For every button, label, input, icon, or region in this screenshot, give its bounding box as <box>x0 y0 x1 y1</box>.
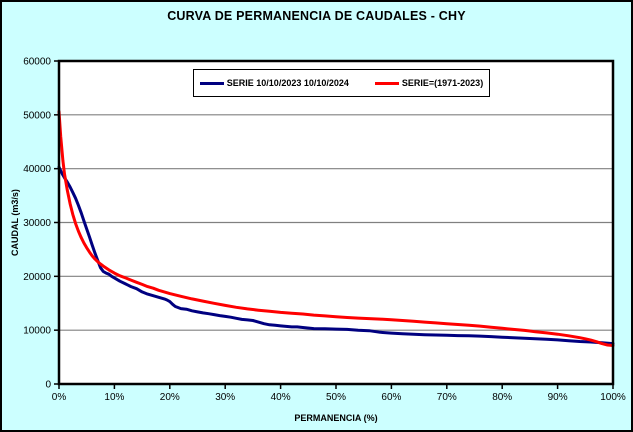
svg-text:30000: 30000 <box>23 218 51 229</box>
svg-text:50000: 50000 <box>23 110 51 121</box>
svg-text:40000: 40000 <box>23 164 51 175</box>
svg-text:40%: 40% <box>271 392 291 403</box>
blue-line-swatch-icon <box>199 81 224 85</box>
svg-text:70%: 70% <box>437 392 457 403</box>
svg-text:20000: 20000 <box>23 272 51 283</box>
legend-label: SERIE 10/10/2023 10/10/2024 <box>226 78 349 88</box>
x-axis-title: PERMANENCIA (%) <box>294 413 378 423</box>
svg-text:30%: 30% <box>215 392 235 403</box>
svg-text:60000: 60000 <box>23 57 51 68</box>
svg-text:50%: 50% <box>326 392 346 403</box>
legend: SERIE 10/10/2023 10/10/2024 SERIE=(1971-… <box>193 69 490 97</box>
svg-text:60%: 60% <box>381 392 401 403</box>
legend-item-serie-1971-2023: SERIE=(1971-2023) <box>374 78 484 88</box>
svg-text:10000: 10000 <box>23 326 51 337</box>
svg-text:0%: 0% <box>52 392 67 403</box>
svg-text:0: 0 <box>45 380 51 391</box>
svg-text:10%: 10% <box>104 392 124 403</box>
svg-text:20%: 20% <box>160 392 180 403</box>
svg-text:100%: 100% <box>600 392 626 403</box>
y-axis-title: CAUDAL (m3/s) <box>10 189 20 256</box>
legend-item-serie-2023-2024: SERIE 10/10/2023 10/10/2024 <box>199 78 349 88</box>
red-line-swatch-icon <box>374 81 399 85</box>
svg-text:90%: 90% <box>548 392 568 403</box>
chart-title: CURVA DE PERMANENCIA DE CAUDALES - CHY <box>167 9 466 23</box>
legend-label: SERIE=(1971-2023) <box>401 78 484 88</box>
svg-text:80%: 80% <box>492 392 512 403</box>
